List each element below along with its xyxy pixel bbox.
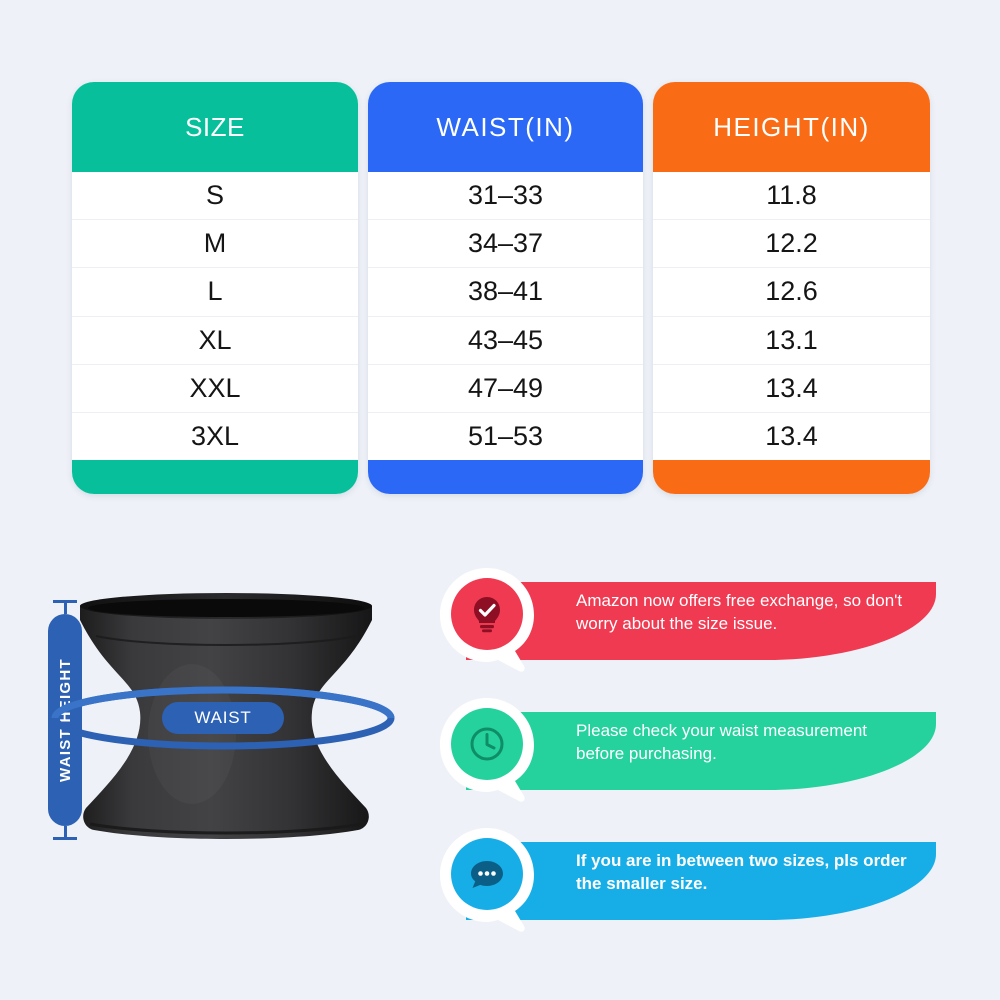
table-cell-height: 13.1	[653, 316, 930, 365]
banner-ribbon	[466, 706, 966, 796]
table-cell-height: 12.2	[653, 220, 930, 269]
measure-cap-bottom	[53, 837, 77, 840]
table-cell-size: L	[72, 268, 358, 317]
column-body-waist: 31–33 34–37 38–41 43–45 47–49 51–53	[368, 172, 643, 461]
chat-bubble-icon	[465, 852, 509, 896]
table-cell-waist: 34–37	[368, 220, 643, 269]
clock-icon	[465, 722, 509, 766]
banner-icon-badge	[438, 566, 544, 674]
table-cell-waist: 38–41	[368, 268, 643, 317]
lightbulb-check-icon	[465, 592, 509, 636]
table-cell-size: M	[72, 220, 358, 269]
column-header-height: HEIGHT(IN)	[653, 82, 930, 172]
table-cell-height: 11.8	[653, 172, 930, 221]
info-banner: Amazon now offers free exchange, so don'…	[438, 564, 968, 676]
banner-ribbon	[466, 836, 966, 926]
banner-ribbon	[466, 576, 966, 666]
table-cell-size: XL	[72, 316, 358, 365]
banner-text: Please check your waist measurement befo…	[576, 721, 868, 763]
table-cell-waist: 31–33	[368, 172, 643, 221]
table-cell-height: 13.4	[653, 412, 930, 461]
banner-icon-badge	[438, 826, 544, 934]
size-chart-column-waist: WAIST(IN) 31–33 34–37 38–41 43–45 47–49 …	[368, 82, 643, 494]
product-diagram: WAIST HEIGHT	[10, 560, 430, 980]
banner-text: If you are in between two sizes, pls ord…	[576, 851, 907, 893]
size-chart-column-height: HEIGHT(IN) 11.8 12.2 12.6 13.1 13.4 13.4	[653, 82, 930, 494]
measure-stem-bottom	[64, 826, 67, 840]
column-footer-height	[653, 460, 930, 494]
info-banner: Please check your waist measurement befo…	[438, 694, 968, 806]
table-cell-waist: 51–53	[368, 412, 643, 461]
waist-height-label: WAIST HEIGHT	[56, 658, 74, 782]
waist-label-pill: WAIST	[162, 702, 284, 734]
table-cell-size: S	[72, 172, 358, 221]
size-chart-table: SIZE S M L XL XXL 3XL WAIST(IN) 31–33 34…	[72, 82, 930, 494]
table-cell-waist: 43–45	[368, 316, 643, 365]
column-body-height: 11.8 12.2 12.6 13.1 13.4 13.4	[653, 172, 930, 461]
banner-icon-badge	[438, 696, 544, 804]
info-banner-list: Amazon now offers free exchange, so don'…	[438, 558, 968, 970]
column-header-size: SIZE	[72, 82, 358, 172]
table-cell-height: 13.4	[653, 364, 930, 413]
column-body-size: S M L XL XXL 3XL	[72, 172, 358, 461]
info-banner: If you are in between two sizes, pls ord…	[438, 824, 968, 936]
waist-label: WAIST	[194, 708, 252, 727]
table-cell-size: 3XL	[72, 412, 358, 461]
table-cell-waist: 47–49	[368, 364, 643, 413]
table-cell-size: XXL	[72, 364, 358, 413]
measure-stem-top	[64, 600, 67, 614]
column-footer-waist	[368, 460, 643, 494]
column-footer-size	[72, 460, 358, 494]
column-header-waist: WAIST(IN)	[368, 82, 643, 172]
size-chart-column-size: SIZE S M L XL XXL 3XL	[72, 82, 358, 494]
table-cell-height: 12.6	[653, 268, 930, 317]
banner-text: Amazon now offers free exchange, so don'…	[576, 591, 903, 633]
